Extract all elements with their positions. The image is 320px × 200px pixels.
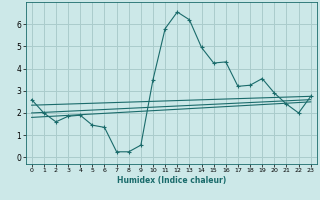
X-axis label: Humidex (Indice chaleur): Humidex (Indice chaleur) (116, 176, 226, 185)
